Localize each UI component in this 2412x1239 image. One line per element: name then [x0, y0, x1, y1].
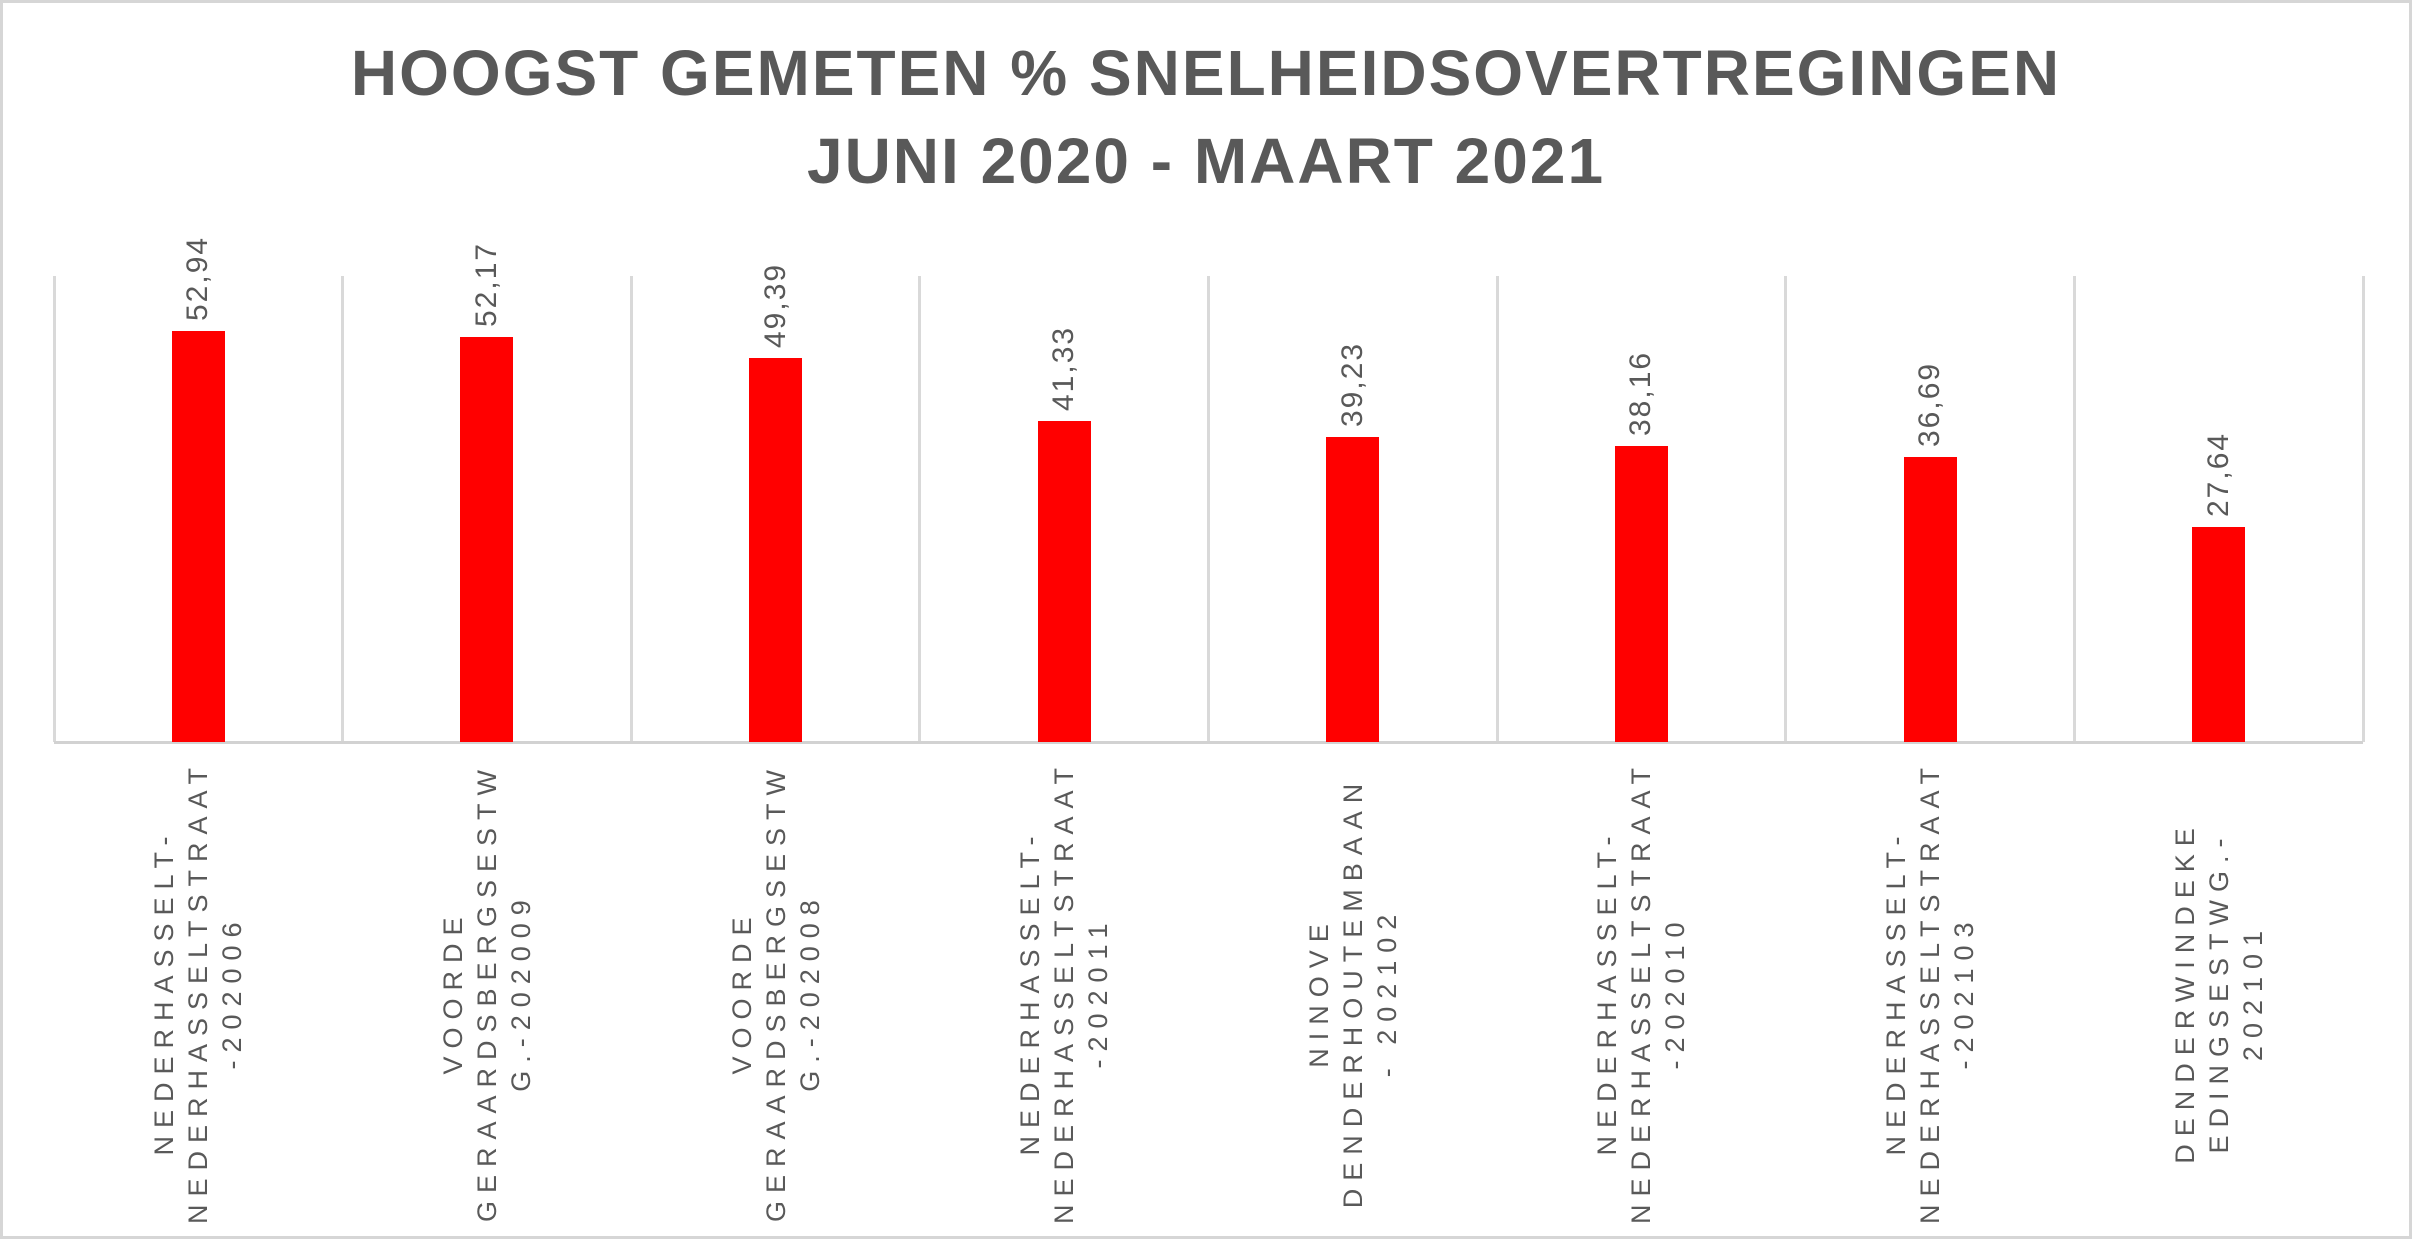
gridline	[52, 276, 56, 742]
gridline	[1495, 276, 1499, 742]
category-label: DENDERWINDEKE EDINGSESTWG.- 202101	[2169, 820, 2268, 1164]
value-label: 49,39	[758, 263, 792, 349]
category-label: VOORDE GERAARDSBERGSESTW G.-202009	[437, 761, 536, 1223]
value-label: 41,33	[1047, 325, 1081, 411]
bar-1[interactable]	[171, 330, 225, 742]
category-label: NEDERHASSELT- NEDERHASSELTSTRAAT -202011	[1015, 759, 1114, 1225]
gridline	[1784, 276, 1788, 742]
gridline	[341, 276, 345, 742]
category-label: NEDERHASSELT- NEDERHASSELTSTRAAT -202006	[149, 759, 248, 1225]
bar-8[interactable]	[2192, 527, 2246, 742]
bar-2[interactable]	[460, 336, 514, 742]
gridline	[1207, 276, 1210, 742]
bar-6[interactable]	[1614, 445, 1668, 742]
bar-4[interactable]	[1037, 421, 1091, 742]
bar-7[interactable]	[1903, 457, 1957, 742]
chart-title-line2: JUNI 2020 - MAART 2021	[806, 125, 1606, 197]
category-label: VOORDE GERAARDSBERGSESTW G.-202008	[726, 761, 825, 1223]
value-label: 52,94	[181, 235, 215, 321]
gridline	[2072, 276, 2076, 742]
bar-3[interactable]	[749, 358, 803, 742]
bar-5[interactable]	[1326, 437, 1380, 742]
chart-title-line1: HOOGST GEMETEN % SNELHEIDSOVERTREGINGEN	[350, 37, 2062, 109]
x-axis-line	[54, 741, 2363, 744]
value-label: 27,64	[2201, 432, 2235, 518]
category-label: NINOVE DENDERHOUTEMBAAN - 202102	[1303, 775, 1402, 1209]
plot-area: 52,94 NEDERHASSELT- NEDERHASSELTSTRAAT -2…	[3, 3, 2409, 1236]
category-label: NEDERHASSELT- NEDERHASSELTSTRAAT -202103	[1881, 759, 1980, 1225]
value-label: 39,23	[1335, 342, 1369, 428]
category-label: NEDERHASSELT- NEDERHASSELTSTRAAT -202010	[1592, 759, 1691, 1225]
gridline	[2361, 276, 2365, 742]
value-label: 36,69	[1913, 361, 1947, 448]
value-label: 52,17	[469, 241, 503, 327]
gridline	[629, 276, 633, 742]
gridline	[918, 276, 922, 742]
chart-title: HOOGST GEMETEN % SNELHEIDSOVERTREGINGEN …	[3, 29, 2409, 205]
value-label: 38,16	[1624, 350, 1658, 436]
